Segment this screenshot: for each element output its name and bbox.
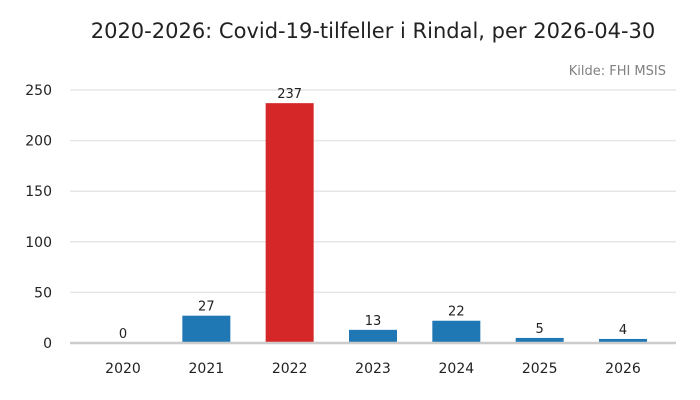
x-tick-label: 2022: [272, 361, 308, 377]
bar-2024: [432, 320, 481, 343]
x-tick-label: 2026: [605, 361, 641, 377]
x-tick-label: 2025: [522, 361, 558, 377]
y-tick-label: 150: [25, 184, 52, 200]
y-tick-label: 100: [25, 235, 52, 251]
bar-2021: [182, 315, 231, 343]
x-tick-label: 2021: [189, 361, 225, 377]
bar-2022: [265, 103, 314, 343]
bar-2025: [515, 337, 564, 343]
x-tick-label: 2020: [105, 361, 141, 377]
chart-title: 2020-2026: Covid-19-tilfeller i Rindal, …: [90, 19, 656, 43]
x-tick-label: 2024: [439, 361, 475, 377]
bar-2026: [599, 338, 647, 343]
bars: [182, 103, 647, 343]
data-label-2021: 27: [198, 300, 215, 315]
data-label-2026: 4: [619, 323, 627, 338]
gridlines: [70, 89, 676, 294]
y-tick-label: 250: [25, 83, 52, 99]
x-tick-label: 2023: [355, 361, 391, 377]
data-label-2023: 13: [365, 314, 382, 329]
y-tick-label: 50: [34, 285, 52, 301]
data-label-2022: 237: [277, 87, 302, 102]
data-label-2020: 0: [119, 327, 127, 342]
bar-2023: [349, 329, 397, 343]
data-labels: 0 27 237 13 22 5 4: [119, 87, 627, 342]
data-label-2025: 5: [536, 322, 544, 337]
chart-source: Kilde: FHI MSIS: [568, 64, 666, 79]
data-label-2024: 22: [448, 305, 465, 320]
y-tick-label: 0: [43, 336, 52, 352]
y-tick-label: 200: [25, 134, 52, 150]
